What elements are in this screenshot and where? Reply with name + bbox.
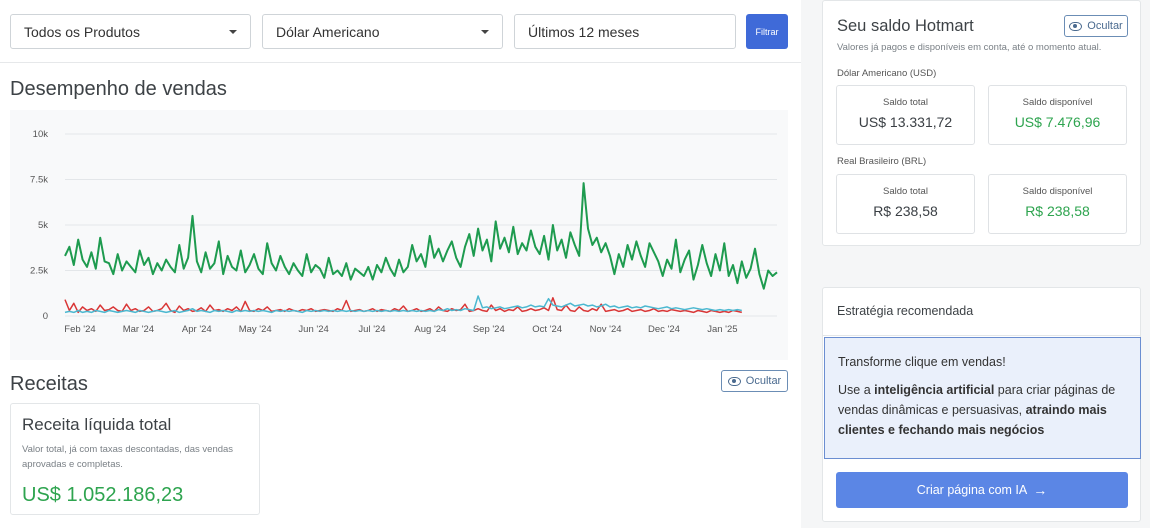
strategy-headline: Transforme clique em vendas! [838,355,1006,369]
sales-chart-svg: 0 2.5k 5k 7.5k 10k Feb '24 Mar '24 Apr '24 May '… [30,129,778,335]
balance-card: Seu saldo Hotmart Ocultar Valores já pag… [822,0,1141,246]
usd-total-box: Saldo total US$ 13.331,72 [836,85,975,145]
x-tick-label: Jan '25 [707,324,737,335]
period-input[interactable]: Últimos 12 meses [514,14,736,49]
usd-total-label: Saldo total [883,97,928,108]
y-tick-label: 0 [43,311,48,322]
balance-hide-label: Ocultar [1087,20,1123,32]
chevron-down-icon [481,29,489,34]
x-tick-label: Nov '24 [590,324,622,335]
strategy-text-b: para criar páginas de vendas dinâmicas e… [838,383,1116,417]
chart-series-line-3 [64,295,742,314]
product-select[interactable]: Todos os Produtos [10,14,251,49]
x-tick-label: Dec '24 [648,324,680,335]
create-ai-page-label: Criar página com IA [916,483,1028,497]
net-revenue-card: Receita líquida total Valor total, já co… [10,403,260,515]
x-tick-label: Sep '24 [473,324,505,335]
chart-series-line-2 [64,297,742,314]
x-tick-label: Jul '24 [358,324,385,335]
eye-icon [727,376,741,386]
balance-hide-button[interactable]: Ocultar [1064,15,1128,37]
chart-series-line-1 [64,182,778,290]
brl-total-value: R$ 238,58 [873,203,938,219]
y-tick-label: 5k [38,220,48,231]
product-select-value: Todos os Produtos [24,23,140,40]
x-tick-label: Oct '24 [532,324,562,335]
revenue-title: Receitas [10,373,88,395]
period-input-value: Últimos 12 meses [528,23,640,40]
x-tick-label: May '24 [239,324,272,335]
arrow-right-icon: → [1033,482,1048,498]
y-tick-label: 2.5k [30,266,48,277]
brl-available-box: Saldo disponível R$ 238,58 [988,174,1127,234]
strategy-text: Use a inteligência artificial para criar… [838,380,1127,440]
brl-available-value: R$ 238,58 [1025,203,1090,219]
y-tick-label: 7.5k [30,175,48,186]
y-tick-label: 10k [33,129,49,140]
main-panel: Todos os Produtos Dólar Americano Último… [0,0,801,515]
revenue-hide-button[interactable]: Ocultar [721,370,788,392]
usd-available-label: Saldo disponível [1022,97,1093,108]
brl-total-box: Saldo total R$ 238,58 [836,174,975,234]
create-ai-page-button[interactable]: Criar página com IA → [836,472,1128,508]
filter-bar: Todos os Produtos Dólar Americano Último… [0,0,801,63]
performance-title: Desempenho de vendas [10,78,227,100]
currency-select[interactable]: Dólar Americano [262,14,503,49]
x-tick-label: Feb '24 [64,324,95,335]
x-tick-label: Aug '24 [414,324,446,335]
strategy-bold-b: atraindo mais clientes e fechando mais n… [838,403,1107,437]
sales-chart: 0 2.5k 5k 7.5k 10k Feb '24 Mar '24 Apr '24 May '… [10,110,788,360]
filter-button[interactable]: Filtrar [746,14,788,49]
brl-label: Real Brasileiro (BRL) [837,156,927,167]
brl-total-label: Saldo total [883,186,928,197]
brl-available-label: Saldo disponível [1022,186,1093,197]
strategy-bold-a: inteligência artificial [874,383,995,397]
usd-available-box: Saldo disponível US$ 7.476,96 [988,85,1127,145]
x-tick-label: Apr '24 [182,324,212,335]
usd-available-value: US$ 7.476,96 [1014,114,1101,130]
balance-title: Seu saldo Hotmart [837,17,974,35]
x-tick-label: Jun '24 [298,324,328,335]
balance-subtitle: Valores já pagos e disponíveis em conta,… [837,42,1102,53]
usd-total-value: US$ 13.331,72 [858,114,953,130]
currency-select-value: Dólar Americano [276,23,380,40]
strategy-text-a: Use a [838,383,875,397]
usd-label: Dólar Americano (USD) [837,68,937,79]
net-revenue-title: Receita líquida total [22,415,172,434]
strategy-header: Estratégia recomendada [823,288,1140,336]
strategy-card: Estratégia recomendada Transforme clique… [822,287,1141,522]
x-tick-label: Mar '24 [123,324,154,335]
chevron-down-icon [229,29,237,34]
net-revenue-description: Valor total, já com taxas descontadas, d… [22,444,234,470]
eye-icon [1069,21,1083,31]
strategy-body: Transforme clique em vendas! Use a intel… [824,337,1141,459]
revenue-hide-label: Ocultar [745,375,782,387]
net-revenue-value: US$ 1.052.186,23 [22,484,184,506]
